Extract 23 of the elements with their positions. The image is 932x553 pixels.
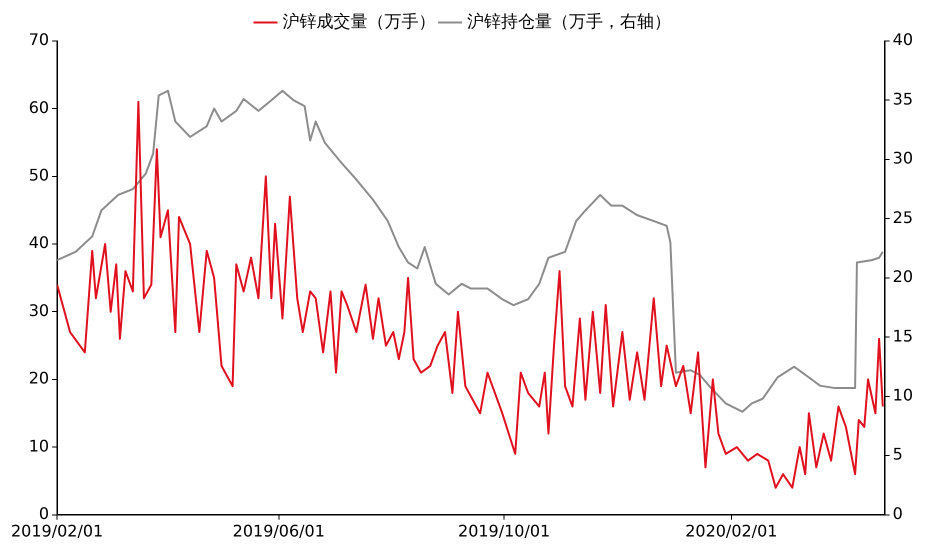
- y2-tick-label: 20: [892, 267, 913, 286]
- y-tick-label: 50: [28, 166, 50, 185]
- y-tick-label: 20: [28, 368, 50, 388]
- y2-tick-label: 25: [892, 208, 913, 227]
- y2-tick-label: 0: [892, 504, 903, 523]
- y2-tick-label: 40: [892, 30, 913, 50]
- legend-label: 沪锌成交量（万手）: [282, 12, 436, 32]
- y-tick-label: 30: [28, 300, 50, 320]
- y-tick-label: 10: [28, 436, 50, 456]
- y2-tick-label: 15: [892, 326, 913, 346]
- y-tick-label: 0: [38, 504, 50, 523]
- y2-tick-label: 10: [892, 386, 913, 405]
- y-tick-label: 40: [28, 233, 50, 252]
- y-tick-label: 60: [28, 98, 50, 117]
- x-tick-label: 2019/02/01: [11, 522, 104, 541]
- y2-tick-label: 5: [892, 444, 903, 464]
- y2-tick-label: 35: [892, 89, 913, 108]
- legend-label: 沪锌持仓量（万手，右轴）: [467, 12, 671, 32]
- x-tick-label: 2019/06/01: [232, 522, 325, 541]
- y-tick-label: 70: [28, 30, 50, 50]
- y2-tick-label: 30: [892, 148, 913, 168]
- x-tick-label: 2020/02/01: [685, 522, 778, 541]
- x-tick-label: 2019/10/01: [458, 522, 550, 541]
